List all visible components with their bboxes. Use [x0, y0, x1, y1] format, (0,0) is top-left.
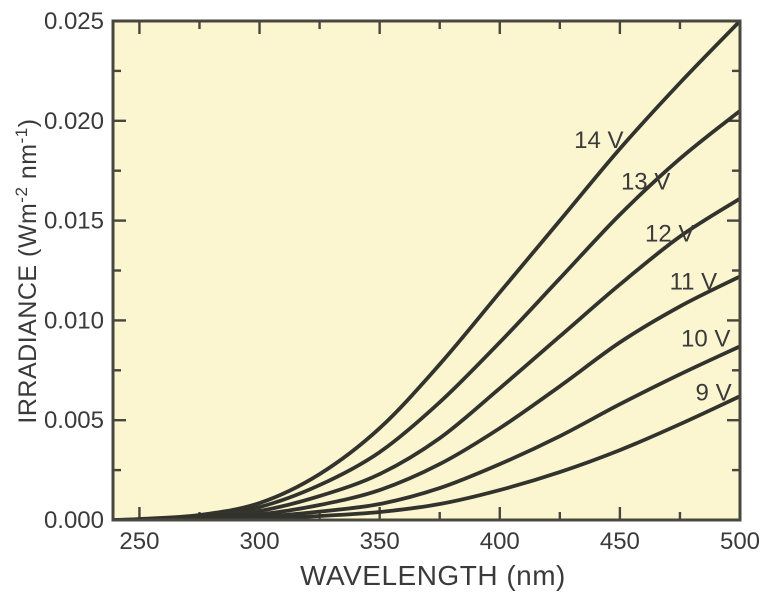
x-tick-label-250: 250: [119, 528, 159, 555]
curve-label-13v: 13 V: [621, 169, 670, 196]
curve-label-10v: 10 V: [681, 325, 730, 352]
y-axis-title-superscript: -2: [12, 187, 31, 203]
x-tick-label-350: 350: [360, 528, 400, 555]
y-tick-label-0.020: 0.020: [44, 108, 104, 135]
plot-frame: [111, 19, 742, 522]
y-tick-label-0.025: 0.025: [44, 8, 104, 35]
x-tick-label-450: 450: [600, 528, 640, 555]
curve-label-12v: 12 V: [645, 221, 694, 248]
y-tick-label-0.015: 0.015: [44, 208, 104, 235]
y-axis-title-text: ): [14, 118, 42, 127]
y-axis-title-superscript: -1: [12, 127, 31, 143]
x-axis-title: WAVELENGTH (nm): [300, 560, 566, 591]
y-tick-label-0.005: 0.005: [44, 407, 104, 434]
y-tick-label-0.000: 0.000: [44, 507, 104, 534]
x-tick-label-500: 500: [720, 528, 760, 555]
y-axis-title: IRRADIANCE (Wm-2 nm-1): [12, 118, 42, 423]
curve-label-11v: 11 V: [670, 268, 718, 295]
x-tick-label-400: 400: [480, 528, 520, 555]
chart-generated-content: 250 300 350 400 450 500 0.000 0.005 0.010 0.015 0.…: [44, 8, 760, 555]
curve-label-9v: 9 V: [696, 380, 732, 407]
y-tick-label-0.010: 0.010: [44, 307, 104, 334]
y-axis-title-text: IRRADIANCE (Wm: [14, 203, 42, 424]
y-axis-title-text: nm: [14, 143, 42, 186]
x-tick-label-300: 300: [240, 528, 280, 555]
curve-label-14v: 14 V: [574, 127, 623, 154]
